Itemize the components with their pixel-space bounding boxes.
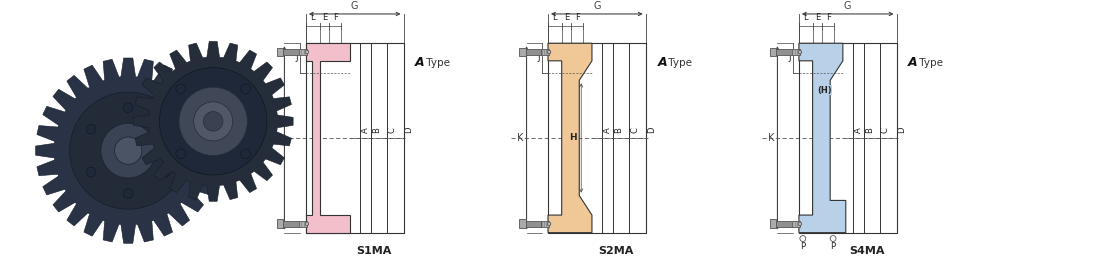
Text: E: E xyxy=(815,13,820,22)
Text: G: G xyxy=(351,1,358,11)
Bar xyxy=(518,48,526,56)
Bar xyxy=(541,49,549,55)
Text: D: D xyxy=(404,127,414,133)
Bar xyxy=(518,219,526,228)
Polygon shape xyxy=(306,43,350,233)
Polygon shape xyxy=(133,41,293,201)
Circle shape xyxy=(798,50,802,54)
Text: Type: Type xyxy=(665,58,692,68)
Text: D: D xyxy=(897,127,907,133)
Text: P: P xyxy=(830,242,836,251)
Text: B: B xyxy=(865,127,874,133)
Circle shape xyxy=(203,112,223,131)
Text: C: C xyxy=(630,127,639,133)
Text: B: B xyxy=(372,127,381,133)
Circle shape xyxy=(176,149,186,159)
Circle shape xyxy=(547,222,551,226)
Circle shape xyxy=(305,222,309,226)
Text: B: B xyxy=(615,127,624,133)
Text: S1MA: S1MA xyxy=(357,246,392,256)
Text: Type: Type xyxy=(423,58,450,68)
Text: K: K xyxy=(769,133,774,143)
Circle shape xyxy=(123,189,133,198)
Text: A: A xyxy=(360,127,370,133)
Circle shape xyxy=(240,149,250,159)
Text: S2MA: S2MA xyxy=(598,246,634,256)
Text: K: K xyxy=(276,133,281,143)
Text: J: J xyxy=(295,53,298,62)
Text: S4MA: S4MA xyxy=(850,246,885,256)
Text: F: F xyxy=(826,13,831,22)
Polygon shape xyxy=(799,43,845,233)
Circle shape xyxy=(86,167,96,177)
Text: J: J xyxy=(788,53,792,62)
Bar xyxy=(299,221,306,227)
Text: L: L xyxy=(804,13,808,22)
Text: P: P xyxy=(800,242,806,251)
Bar xyxy=(776,221,792,227)
Circle shape xyxy=(123,103,133,113)
Text: (H): (H) xyxy=(817,86,831,95)
Text: C: C xyxy=(881,127,889,133)
Text: F: F xyxy=(575,13,580,22)
Circle shape xyxy=(101,123,156,178)
Bar xyxy=(283,49,299,55)
Bar xyxy=(277,219,283,228)
Bar xyxy=(770,48,776,56)
Bar xyxy=(541,221,549,227)
Bar xyxy=(776,49,792,55)
Circle shape xyxy=(114,137,142,164)
Text: F: F xyxy=(333,13,338,22)
Circle shape xyxy=(179,87,247,155)
Text: Type: Type xyxy=(916,58,943,68)
Text: L: L xyxy=(552,13,557,22)
Bar xyxy=(548,43,646,233)
Text: D: D xyxy=(647,127,656,133)
Circle shape xyxy=(193,102,233,141)
Bar xyxy=(526,49,541,55)
Circle shape xyxy=(159,68,267,175)
Bar xyxy=(799,43,897,233)
Bar xyxy=(792,221,800,227)
Text: E: E xyxy=(322,13,327,22)
Polygon shape xyxy=(548,43,592,233)
Bar xyxy=(770,219,776,228)
Circle shape xyxy=(240,84,250,94)
Circle shape xyxy=(86,124,96,134)
Text: G: G xyxy=(844,1,851,11)
Text: A: A xyxy=(603,127,612,133)
Circle shape xyxy=(160,124,170,134)
Text: A: A xyxy=(415,56,425,69)
Circle shape xyxy=(798,222,802,226)
Polygon shape xyxy=(35,58,221,243)
Text: C: C xyxy=(388,127,396,133)
Text: H: H xyxy=(570,133,578,142)
Bar xyxy=(792,49,800,55)
Bar xyxy=(526,221,541,227)
Bar xyxy=(283,221,299,227)
Text: G: G xyxy=(593,1,601,11)
Text: J: J xyxy=(538,53,540,62)
Text: A: A xyxy=(658,56,666,69)
Circle shape xyxy=(69,92,187,209)
Text: K: K xyxy=(517,133,524,143)
Text: A: A xyxy=(908,56,918,69)
Bar xyxy=(299,49,306,55)
Text: L: L xyxy=(311,13,315,22)
Circle shape xyxy=(305,50,309,54)
Circle shape xyxy=(547,50,551,54)
Bar xyxy=(277,48,283,56)
Circle shape xyxy=(176,84,186,94)
Circle shape xyxy=(160,167,170,177)
Text: E: E xyxy=(564,13,569,22)
Text: A: A xyxy=(853,127,863,133)
Bar xyxy=(306,43,404,233)
